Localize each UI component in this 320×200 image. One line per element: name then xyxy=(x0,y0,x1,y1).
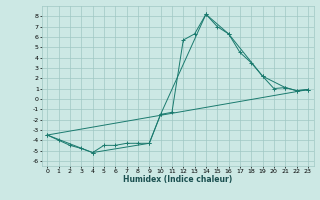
X-axis label: Humidex (Indice chaleur): Humidex (Indice chaleur) xyxy=(123,175,232,184)
